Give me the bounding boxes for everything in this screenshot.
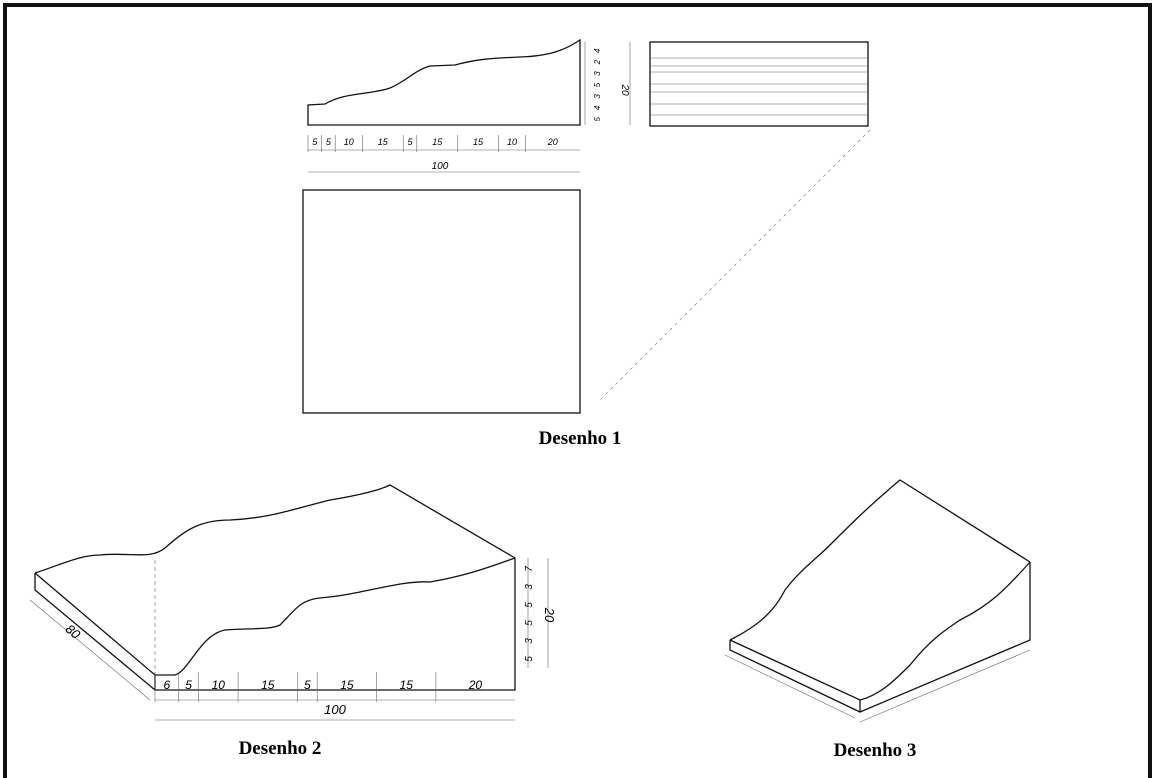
height-dim: 20 [619, 83, 630, 96]
dim-label: 3 [593, 71, 602, 76]
dim-label: 4 [593, 48, 602, 53]
dim-label: 2 [593, 59, 602, 65]
total-dim: 100 [324, 702, 346, 717]
dim-label: 5 [524, 602, 535, 608]
back-profile [730, 480, 1030, 640]
dim-label: 15 [473, 137, 484, 147]
dim-label: 10 [344, 137, 354, 147]
dim-label: 5 [593, 82, 602, 87]
dim-label: 20 [547, 137, 558, 147]
dim-label: 3 [593, 94, 602, 99]
dim-label: 3 [524, 638, 535, 644]
caption: Desenho 1 [539, 428, 622, 449]
dim-label: 3 [524, 584, 535, 590]
dim-label: 10 [507, 137, 517, 147]
dim-label: 20 [468, 678, 483, 692]
dim-label: 15 [340, 678, 354, 692]
plan-view [303, 190, 580, 413]
dim-label: 5 [312, 137, 318, 147]
dim-label: 5 [524, 656, 535, 662]
drawing-3 [725, 480, 1030, 722]
dim-label: 15 [378, 137, 389, 147]
height-dim: 20 [542, 607, 557, 623]
dim-label: 15 [432, 137, 443, 147]
dim-label: 4 [593, 105, 602, 110]
dim-label: 5 [185, 678, 192, 692]
caption: Desenho 3 [834, 740, 917, 761]
dim-label: 7 [524, 566, 535, 572]
dim-label: 5 [407, 137, 413, 147]
profile [308, 40, 580, 125]
caption: Desenho 2 [239, 738, 322, 759]
dim-label: 5 [304, 678, 311, 692]
dim-label: 15 [261, 678, 275, 692]
dim-label: 5 [326, 137, 332, 147]
dim-label: 5 [524, 620, 535, 626]
base [730, 562, 1030, 712]
dim-label: 6 [164, 678, 171, 692]
base [35, 558, 515, 690]
total-dim: 100 [432, 161, 449, 172]
dim-label: 10 [212, 678, 226, 692]
drawing-1 [303, 40, 870, 413]
page: Desenho 1 Desenho 2 Desenho 3 100 20 100… [0, 0, 1156, 778]
dim-label: 5 [593, 117, 602, 122]
front-profile [35, 558, 515, 675]
back-profile [35, 485, 515, 573]
dim-label: 15 [400, 678, 414, 692]
depth-dim: 80 [63, 621, 84, 642]
